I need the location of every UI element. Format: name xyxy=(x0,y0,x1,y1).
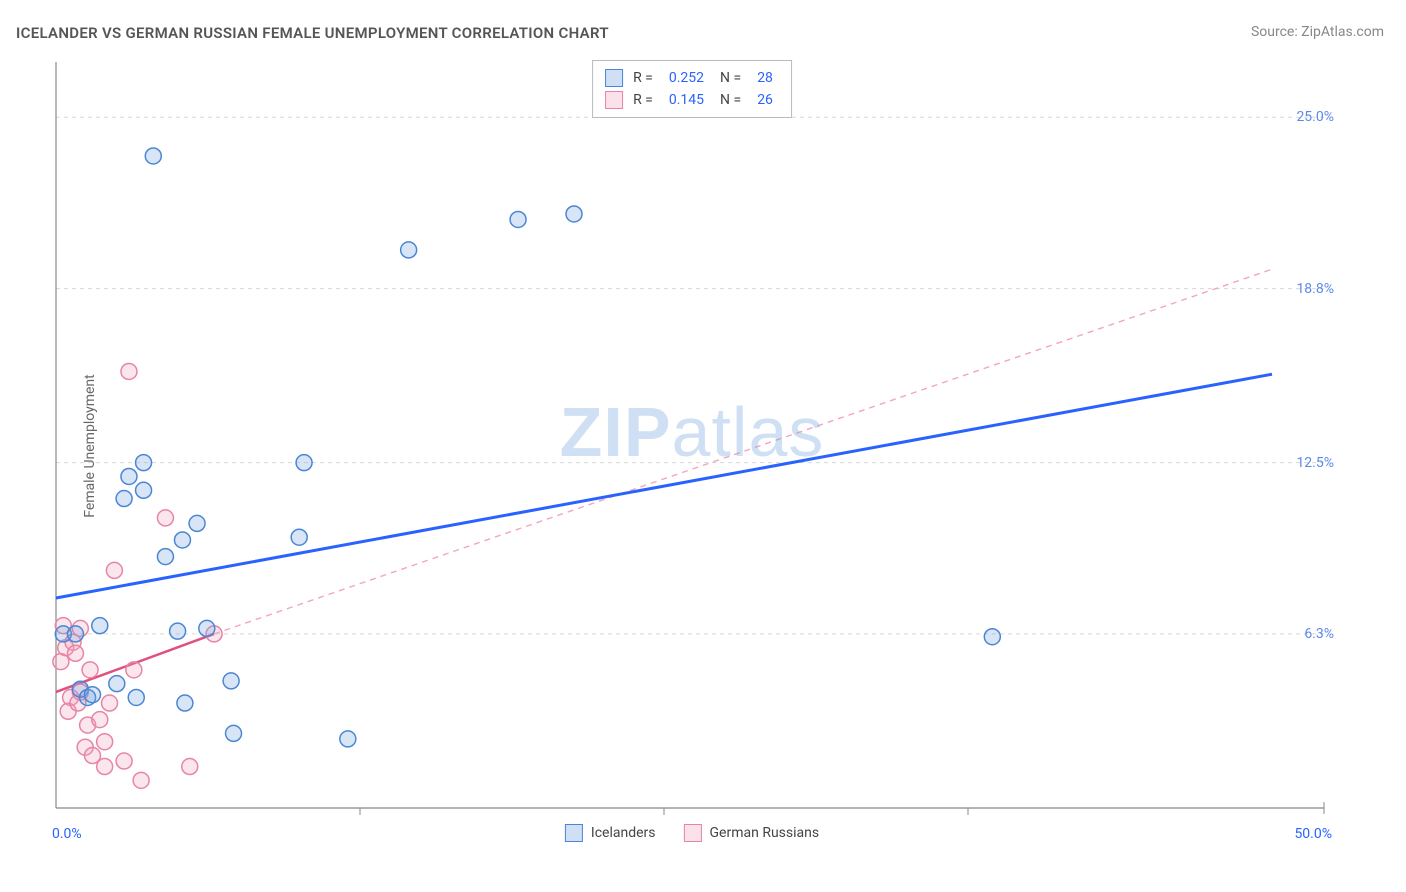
swatch-icon xyxy=(565,824,583,842)
swatch-icon xyxy=(605,69,623,87)
x-tick-min: 0.0% xyxy=(52,826,82,842)
chart-title: ICELANDER VS GERMAN RUSSIAN FEMALE UNEMP… xyxy=(16,24,609,42)
n-label: N = xyxy=(720,70,741,86)
legend-correlation: R = 0.252 N = 28 R = 0.145 N = 26 xyxy=(592,60,792,118)
legend-item: German Russians xyxy=(684,824,820,842)
plot-area: ZIPatlas R = 0.252 N = 28 R = 0.145 N = … xyxy=(52,58,1332,838)
y-tick-label: 18.8% xyxy=(1296,281,1334,297)
r-label: R = xyxy=(633,92,653,108)
legend-row: R = 0.145 N = 26 xyxy=(605,89,779,111)
source-attribution: Source: ZipAtlas.com xyxy=(1251,24,1384,40)
y-tick-label: 6.3% xyxy=(1304,626,1334,642)
source-value: ZipAtlas.com xyxy=(1301,24,1384,40)
source-label: Source: xyxy=(1251,24,1298,40)
series-name: Icelanders xyxy=(591,825,656,841)
scatter-chart xyxy=(52,58,1332,838)
legend-series: Icelanders German Russians xyxy=(565,824,819,842)
legend-row: R = 0.252 N = 28 xyxy=(605,67,779,89)
legend-item: Icelanders xyxy=(565,824,656,842)
y-tick-label: 12.5% xyxy=(1296,455,1334,471)
swatch-icon xyxy=(605,91,623,109)
series-name: German Russians xyxy=(710,825,820,841)
x-tick-max: 50.0% xyxy=(1294,826,1332,842)
n-value: 28 xyxy=(757,70,773,86)
r-value: 0.252 xyxy=(669,70,704,86)
r-label: R = xyxy=(633,70,653,86)
r-value: 0.145 xyxy=(669,92,704,108)
n-value: 26 xyxy=(757,92,773,108)
y-tick-label: 25.0% xyxy=(1296,109,1334,125)
n-label: N = xyxy=(720,92,741,108)
swatch-icon xyxy=(684,824,702,842)
